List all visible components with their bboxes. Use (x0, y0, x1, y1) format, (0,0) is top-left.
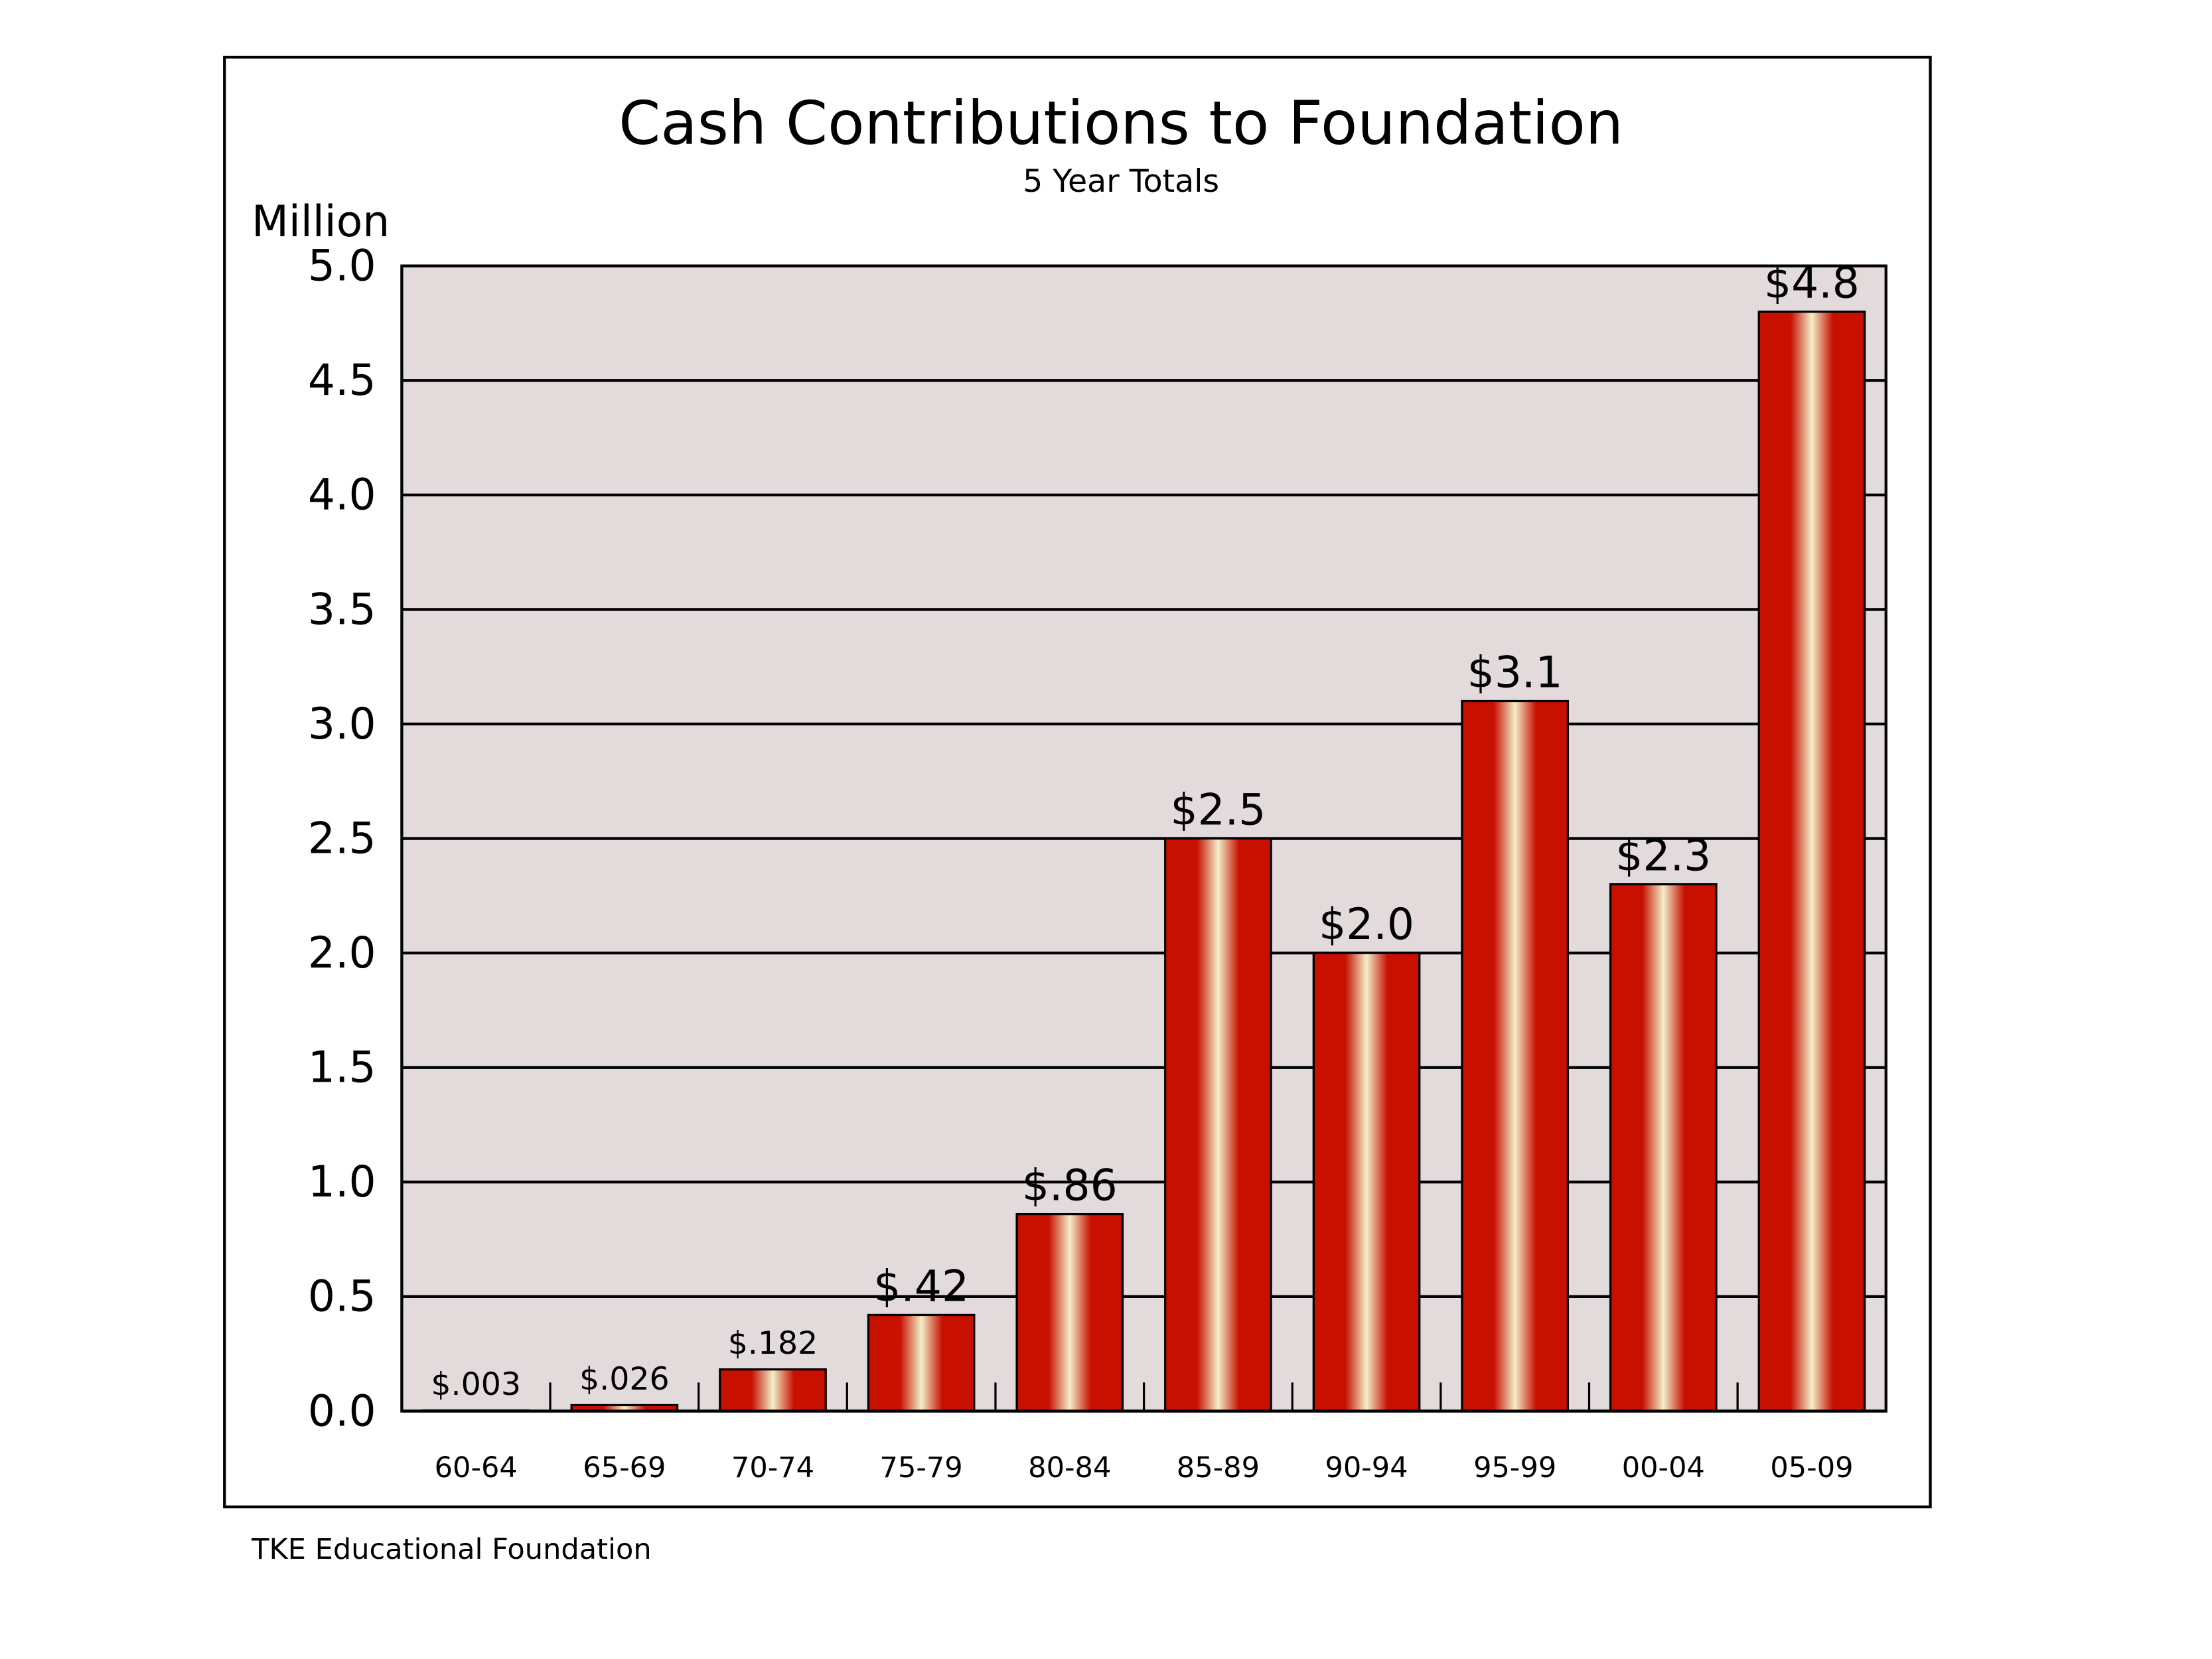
chart-title: Cash Contributions to Foundation (619, 89, 1623, 159)
plot-border (400, 264, 1887, 1413)
x-tick-label: 60-64 (435, 1451, 518, 1484)
value-label: $2.3 (1615, 831, 1711, 881)
x-tick-label: 05-09 (1770, 1451, 1853, 1484)
y-tick-label: 1.5 (308, 1043, 376, 1093)
bar (1312, 952, 1421, 1413)
y-tick-label: 2.0 (308, 928, 376, 978)
bar (1461, 699, 1570, 1413)
y-tick-label: 4.5 (308, 356, 376, 405)
y-tick-label: 0.0 (308, 1386, 376, 1436)
x-tick-label: 65-69 (583, 1451, 666, 1484)
x-tick-label: 00-04 (1622, 1451, 1705, 1484)
bar (867, 1313, 976, 1413)
y-tick-label: 0.5 (308, 1272, 376, 1322)
chart-subtitle: 5 Year Totals (1023, 163, 1219, 200)
x-tick-label: 70-74 (731, 1451, 814, 1484)
value-label: $.182 (728, 1325, 818, 1362)
bar (1609, 883, 1718, 1413)
y-tick-label: 3.5 (308, 585, 376, 634)
bar (1757, 311, 1866, 1413)
x-tick-label: 95-99 (1473, 1451, 1556, 1484)
y-tick-label: 4.0 (308, 470, 376, 520)
source-note: TKE Educational Foundation (251, 1533, 651, 1566)
y-tick-label: 5.0 (308, 242, 376, 291)
value-label: $3.1 (1467, 648, 1563, 697)
value-label: $.026 (579, 1361, 670, 1398)
y-tick-label: 2.5 (308, 814, 376, 863)
value-label: $.003 (431, 1366, 521, 1403)
x-tick-label: 80-84 (1028, 1451, 1111, 1484)
value-label: $.86 (1022, 1161, 1118, 1210)
bar (1164, 837, 1272, 1413)
y-axis-label: Million (252, 197, 390, 247)
x-tick-label: 75-79 (880, 1451, 963, 1484)
value-label: $2.5 (1170, 785, 1266, 835)
value-label: $2.0 (1319, 900, 1414, 950)
y-tick-label: 1.0 (308, 1157, 376, 1207)
value-label: $.42 (873, 1262, 969, 1311)
bar (719, 1368, 827, 1413)
bar (1015, 1212, 1124, 1413)
x-tick-label: 90-94 (1325, 1451, 1408, 1484)
x-tick-label: 85-89 (1177, 1451, 1260, 1484)
y-tick-label: 3.0 (308, 699, 376, 749)
